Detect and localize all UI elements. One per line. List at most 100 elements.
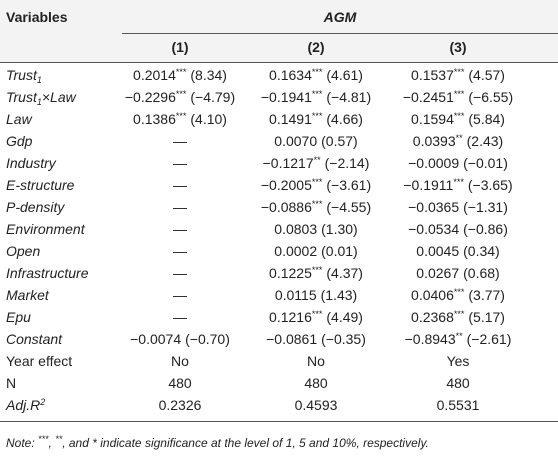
cell: 480 — [168, 374, 191, 392]
row-label: N — [6, 374, 16, 392]
t-stat: (−0.70) — [185, 331, 230, 347]
coefficient: — — [173, 221, 187, 237]
coefficient: 0.2014 — [133, 67, 176, 83]
t-stat: (0.34) — [463, 243, 500, 259]
label-text: Year effect — [6, 353, 73, 369]
t-stat: (2.43) — [466, 133, 504, 149]
cell: −0.2451*** (−6.55) — [403, 88, 513, 106]
significance: *** — [175, 89, 187, 99]
t-stat: (−2.14) — [324, 155, 370, 171]
t-stat: (−0.35) — [321, 331, 366, 347]
label-text: Epu — [6, 309, 31, 325]
coefficient: 0.5531 — [436, 397, 480, 413]
significance: *** — [453, 309, 465, 319]
cell: 0.0002 (0.01) — [274, 242, 357, 260]
label-text: Constant — [6, 331, 63, 347]
significance: *** — [311, 89, 323, 99]
coefficient: 480 — [168, 375, 192, 391]
t-stat: (−0.86) — [463, 221, 508, 237]
cell: 0.2326 — [159, 396, 202, 414]
significance: *** — [311, 199, 323, 209]
t-stat: (−6.55) — [468, 89, 514, 105]
cell: −0.0365 (−1.31) — [408, 198, 508, 216]
coefficient: 480 — [304, 375, 328, 391]
coefficient: No — [307, 353, 325, 369]
coefficient: 0.0393 — [412, 133, 456, 149]
cell: 0.1216*** (4.49) — [269, 308, 363, 326]
coefficient: 0.0406 — [411, 287, 454, 303]
significance: *** — [311, 67, 323, 77]
coefficient: −0.2296 — [124, 89, 176, 105]
coefficient: — — [173, 155, 187, 171]
significance: *** — [311, 265, 323, 275]
label-text: Infrastructure — [6, 265, 89, 281]
coefficient: No — [171, 353, 189, 369]
coefficient: Yes — [446, 353, 470, 369]
label-sub: 1 — [36, 75, 42, 85]
cell: — — [173, 286, 187, 304]
coefficient: −0.1217 — [262, 155, 314, 171]
label-text: Law — [6, 111, 32, 127]
row-label: Open — [6, 242, 40, 260]
significance: *** — [175, 111, 187, 121]
coefficient: 0.0267 — [416, 265, 460, 281]
cell: No — [307, 352, 325, 370]
variables-header: Variables — [6, 9, 68, 25]
coefficient: −0.0886 — [260, 199, 312, 215]
cell: — — [173, 220, 187, 238]
label-text: Gdp — [6, 133, 33, 149]
t-stat: (1.30) — [321, 221, 358, 237]
coefficient: 0.0045 — [416, 243, 460, 259]
t-stat: (−0.01) — [463, 155, 508, 171]
row-label: E-structure — [6, 176, 74, 194]
note-text: , — [48, 436, 56, 450]
cell: 0.1491*** (4.66) — [269, 110, 363, 128]
t-stat: (5.84) — [468, 111, 505, 127]
cell: 0.5531 — [437, 396, 480, 414]
cell: 0.0045 (0.34) — [416, 242, 499, 260]
t-stat: (−4.81) — [326, 89, 372, 105]
t-stat: (4.57) — [468, 67, 505, 83]
cell: 0.0267 (0.68) — [416, 264, 499, 282]
t-stat: (4.66) — [326, 111, 363, 127]
row-label: Gdp — [6, 132, 32, 150]
row-label: Trust1×Law — [6, 88, 76, 107]
t-stat: (−4.55) — [326, 199, 372, 215]
t-stat: (4.10) — [190, 111, 227, 127]
coefficient: −0.0074 — [130, 331, 182, 347]
note-text: *** — [38, 434, 49, 444]
coefficient: −0.2005 — [260, 177, 312, 193]
row-label: Law — [6, 110, 32, 128]
note-text: ** — [55, 434, 63, 444]
t-stat: (5.17) — [468, 309, 505, 325]
cell: −0.1911*** (−3.65) — [403, 176, 512, 194]
cell: — — [173, 154, 187, 172]
row-label: Environment — [6, 220, 85, 238]
note: Note: ***, **, and * indicate significan… — [6, 434, 429, 452]
rule — [0, 62, 558, 63]
group-header: AGM — [323, 9, 357, 25]
cell: −0.1941*** (−4.81) — [261, 88, 371, 106]
coefficient: 0.2368 — [411, 309, 454, 325]
cell: −0.2005*** (−3.61) — [261, 176, 371, 194]
coefficient: 0.4593 — [294, 397, 338, 413]
row-label: Market — [6, 286, 49, 304]
coefficient: 0.0115 — [274, 287, 317, 303]
significance: *** — [453, 89, 465, 99]
label-text: Trust — [6, 89, 37, 105]
cell: 0.4593 — [295, 396, 338, 414]
label-text: Trust — [6, 67, 37, 83]
cell: 0.1634*** (4.61) — [269, 66, 363, 84]
column-header: (3) — [449, 39, 467, 55]
t-stat: (−1.31) — [463, 199, 508, 215]
cell: −0.0886*** (−4.55) — [261, 198, 371, 216]
cell: — — [173, 308, 187, 326]
coefficient: −0.8943 — [404, 331, 456, 347]
coefficient: 0.2326 — [158, 397, 202, 413]
coefficient: — — [173, 199, 187, 215]
significance: ** — [455, 133, 463, 143]
label-sub: 1 — [36, 97, 42, 107]
coefficient: — — [173, 265, 187, 281]
label-text: Market — [6, 287, 49, 303]
row-label: Year effect — [6, 352, 72, 370]
